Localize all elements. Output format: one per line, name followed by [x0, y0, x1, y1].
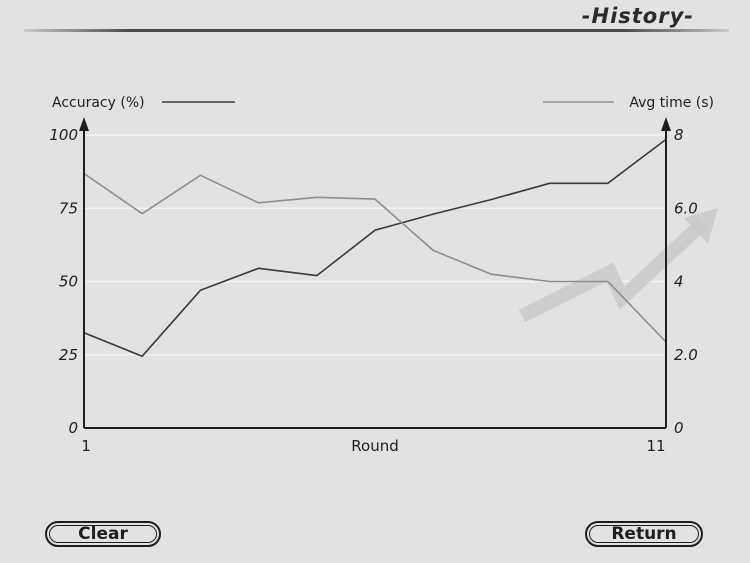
- x-tick-label: 11: [646, 437, 665, 455]
- return-button[interactable]: Return: [585, 521, 703, 547]
- axes: [79, 117, 671, 429]
- avg-time-line: [83, 172, 667, 343]
- x-axis-label: Round: [351, 437, 398, 455]
- trend-arrow-head: [684, 208, 718, 244]
- left-axis-arrow-icon: [79, 117, 89, 131]
- x-tick-label: 1: [81, 437, 91, 455]
- grid-lines: [84, 134, 666, 356]
- left-tick-label: 25: [59, 346, 78, 364]
- right-axis-label: Avg time (s): [629, 95, 714, 111]
- series-lines: [83, 138, 667, 358]
- left-axis-label: Accuracy (%): [52, 95, 145, 111]
- right-tick-label: 0: [674, 419, 684, 437]
- header-divider: [24, 29, 729, 32]
- left-tick-label: 100: [49, 126, 78, 144]
- left-tick-label: 50: [59, 273, 78, 291]
- right-tick-label: 4: [674, 273, 684, 291]
- right-tick-label: 8: [674, 126, 684, 144]
- clear-button[interactable]: Clear: [45, 521, 161, 547]
- page-title: -History-: [581, 4, 694, 28]
- right-tick-label: 2.0: [674, 346, 698, 364]
- right-tick-label: 6.0: [674, 199, 698, 217]
- return-button-label: Return: [589, 524, 699, 544]
- trend-arrow-watermark-icon: [518, 208, 718, 323]
- left-tick-label: 75: [59, 199, 78, 217]
- trend-arrow-shaft: [518, 218, 707, 323]
- left-tick-label: 0: [68, 419, 78, 437]
- right-axis-arrow-icon: [661, 117, 671, 131]
- clear-button-label: Clear: [49, 524, 157, 544]
- accuracy-line: [83, 138, 667, 358]
